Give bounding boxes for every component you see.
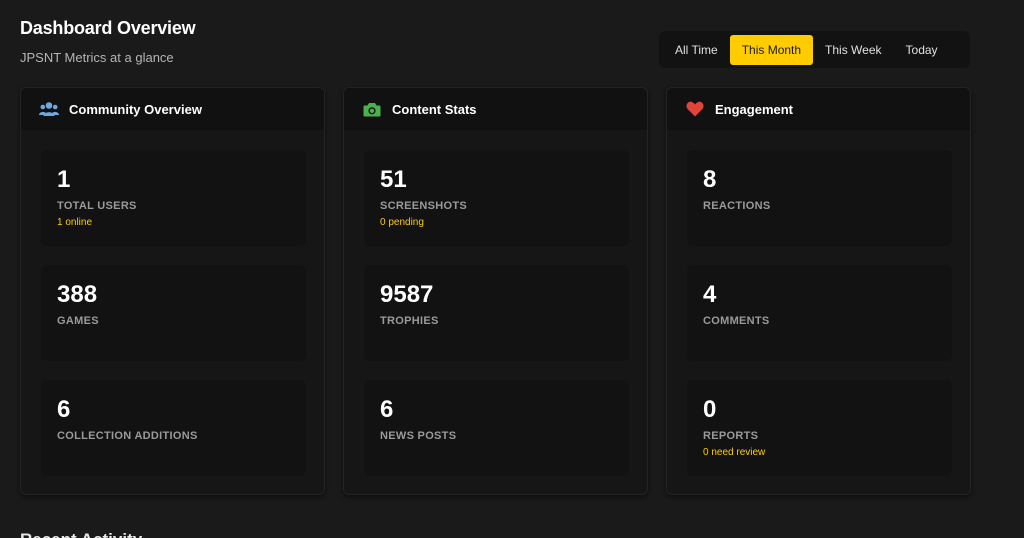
card-title: Content Stats	[392, 101, 477, 117]
camera-icon	[362, 99, 382, 119]
stat-comments: 4 COMMENTS	[687, 265, 952, 361]
stat-value: 9587	[380, 281, 434, 308]
card-header: Engagement	[667, 88, 970, 130]
card-header: Community Overview	[21, 88, 324, 130]
card-title: Community Overview	[69, 101, 202, 117]
stat-value: 51	[380, 166, 407, 193]
stat-collection-additions: 6 COLLECTION ADDITIONS	[41, 380, 306, 476]
stat-subtext: 0 need review	[703, 447, 766, 458]
stat-trophies: 9587 TROPHIES	[364, 265, 629, 361]
stat-label: COMMENTS	[703, 315, 770, 327]
filter-today-button[interactable]: Today	[905, 42, 938, 57]
stat-label: COLLECTION ADDITIONS	[57, 430, 198, 442]
time-range-filter: All Time This Month This Week Today	[659, 31, 970, 68]
stat-value: 1	[57, 166, 71, 193]
engagement-card: Engagement 8 REACTIONS 4 COMMENTS 0 REPO…	[666, 87, 971, 495]
stat-value: 4	[703, 281, 717, 308]
page-title: Dashboard Overview	[20, 18, 196, 38]
stat-label: SCREENSHOTS	[380, 200, 468, 212]
stat-news-posts: 6 NEWS POSTS	[364, 380, 629, 476]
stat-label: TOTAL USERS	[57, 200, 137, 212]
stat-screenshots: 51 SCREENSHOTS 0 pending	[364, 150, 629, 246]
card-header: Content Stats	[344, 88, 647, 130]
stat-label: REACTIONS	[703, 200, 771, 212]
filter-this-week-button[interactable]: This Week	[825, 42, 882, 57]
users-icon	[39, 99, 59, 119]
stat-label: REPORTS	[703, 430, 759, 442]
stat-label: NEWS POSTS	[380, 430, 457, 442]
stat-reports: 0 REPORTS 0 need review	[687, 380, 952, 476]
stat-label: TROPHIES	[380, 315, 439, 327]
stat-games: 388 GAMES	[41, 265, 306, 361]
filter-this-month-button[interactable]: This Month	[729, 34, 814, 65]
stat-value: 8	[703, 166, 717, 193]
filter-all-time-button[interactable]: All Time	[675, 42, 718, 57]
stat-value: 0	[703, 396, 717, 423]
stat-subtext: 1 online	[57, 217, 93, 228]
community-overview-card: Community Overview 1 TOTAL USERS 1 onlin…	[20, 87, 325, 495]
stat-reactions: 8 REACTIONS	[687, 150, 952, 246]
stat-value: 6	[380, 396, 394, 423]
heart-icon	[685, 99, 705, 119]
stat-total-users: 1 TOTAL USERS 1 online	[41, 150, 306, 246]
stat-subtext: 0 pending	[380, 217, 424, 228]
stat-value: 388	[57, 281, 98, 308]
recent-activity-heading: Recent Activity	[20, 530, 142, 538]
stat-label: GAMES	[57, 315, 99, 327]
stat-value: 6	[57, 396, 71, 423]
card-title: Engagement	[715, 101, 794, 117]
content-stats-card: Content Stats 51 SCREENSHOTS 0 pending 9…	[343, 87, 648, 495]
page-subtitle: JPSNT Metrics at a glance	[20, 50, 174, 65]
